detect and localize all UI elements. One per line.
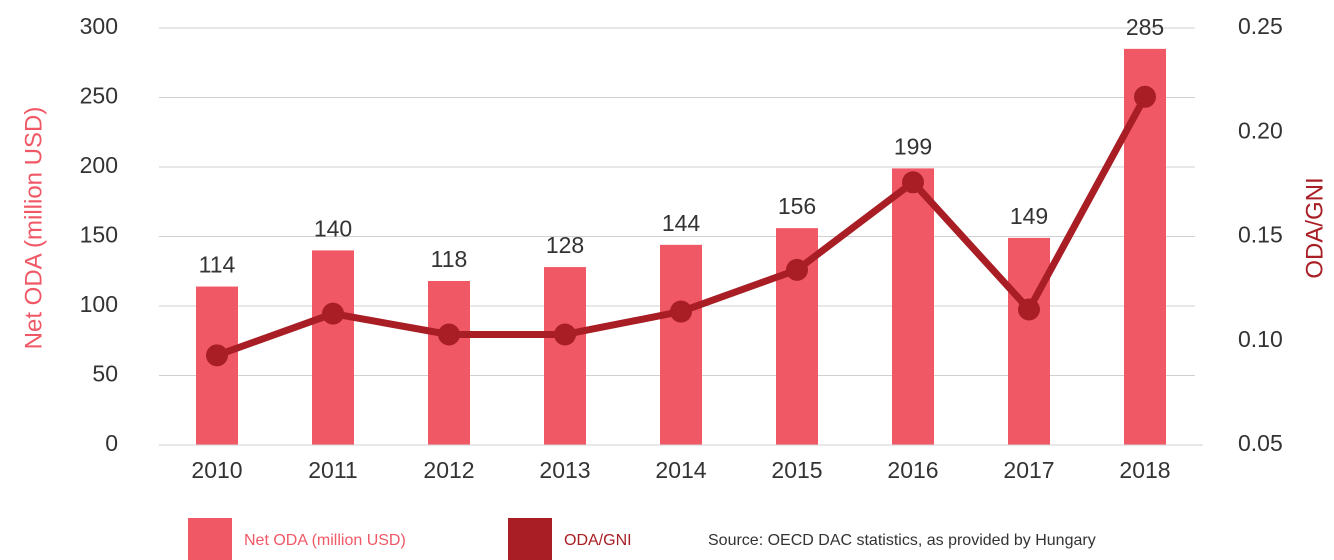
x-tick-label: 2011 (308, 457, 357, 483)
data-label: 140 (314, 215, 352, 241)
data-label: 149 (1010, 203, 1048, 229)
x-tick-label: 2015 (771, 457, 822, 483)
legend-swatch (508, 518, 552, 560)
line-point (1018, 298, 1040, 321)
x-tick-label: 2017 (1003, 457, 1054, 483)
line-point (902, 171, 924, 194)
y-tick-label: 250 (80, 83, 118, 109)
data-label: 114 (199, 252, 236, 278)
bar (892, 168, 934, 445)
legend-swatch (188, 518, 232, 560)
line-point (438, 323, 460, 346)
bar (544, 267, 586, 445)
line-point (322, 302, 344, 325)
y-tick-label: 300 (80, 13, 118, 39)
x-tick-label: 2018 (1119, 457, 1170, 483)
line-point (206, 344, 228, 367)
y-tick-label: 200 (80, 152, 118, 178)
x-tick-label: 2016 (887, 457, 938, 483)
y-tick-label: 0 (105, 430, 118, 456)
y2-tick-label: 0.25 (1238, 13, 1283, 39)
legend-label: ODA/GNI (564, 532, 632, 549)
y-tick-label: 50 (92, 361, 118, 387)
y2-tick-label: 0.20 (1238, 117, 1283, 143)
data-label: 285 (1126, 14, 1164, 40)
y2-tick-label: 0.10 (1238, 326, 1283, 352)
data-label: 128 (546, 232, 584, 258)
bar (1008, 237, 1050, 445)
y2-axis-label: ODA/GNI (1301, 177, 1328, 278)
y-tick-label: 150 (80, 222, 118, 248)
source-note: Source: OECD DAC statistics, as provided… (708, 532, 1096, 549)
line-point (1134, 85, 1156, 108)
bar (428, 280, 470, 445)
x-tick-label: 2010 (191, 457, 242, 483)
y-tick-label: 100 (80, 291, 118, 317)
y-axis-label: Net ODA (million USD) (20, 107, 47, 350)
line-point (554, 323, 576, 346)
data-label: 199 (894, 133, 932, 159)
bar (1124, 48, 1166, 445)
x-tick-label: 2013 (539, 457, 590, 483)
y2-tick-label: 0.15 (1238, 222, 1283, 248)
y2-tick-label: 0.05 (1238, 430, 1283, 456)
data-label: 144 (662, 210, 701, 236)
data-label: 156 (778, 193, 816, 219)
bar (312, 250, 354, 445)
line-point (670, 300, 692, 323)
legend-label: Net ODA (million USD) (244, 532, 406, 549)
data-label: 118 (431, 246, 468, 272)
bar (660, 244, 702, 445)
line-point (786, 258, 808, 281)
x-tick-label: 2014 (655, 457, 706, 483)
x-tick-label: 2012 (423, 457, 474, 483)
